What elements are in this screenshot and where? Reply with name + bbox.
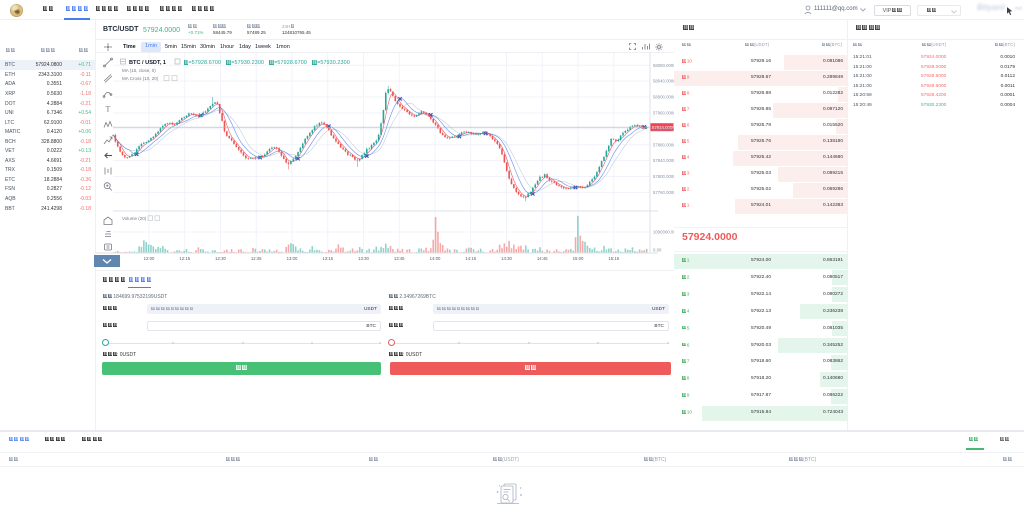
svg-text:12:15: 12:15 — [179, 256, 190, 261]
svg-text:58080.0000: 58080.0000 — [653, 63, 674, 68]
svg-text:14:45: 14:45 — [537, 256, 548, 261]
svg-text:57920.0000: 57920.0000 — [653, 126, 674, 131]
svg-text:15:15: 15:15 — [608, 256, 619, 261]
svg-text:Volume (20): Volume (20) — [122, 216, 147, 221]
svg-text:0.00: 0.00 — [653, 248, 662, 253]
svg-text:57800.0000: 57800.0000 — [653, 174, 674, 179]
svg-text:57840.0000: 57840.0000 — [653, 158, 674, 163]
svg-text:57924.0000: 57924.0000 — [652, 125, 674, 130]
svg-text:T: T — [106, 105, 111, 114]
svg-text:58040.0000: 58040.0000 — [653, 79, 674, 84]
svg-text:57760.0000: 57760.0000 — [653, 190, 674, 195]
svg-text:14:15: 14:15 — [465, 256, 476, 261]
svg-text:12:45: 12:45 — [251, 256, 262, 261]
svg-text:MA (15, close, 0): MA (15, close, 0) — [122, 68, 156, 73]
svg-text:13:15: 13:15 — [322, 256, 333, 261]
svg-text:13:30: 13:30 — [358, 256, 369, 261]
svg-text:57960.0000: 57960.0000 — [653, 111, 674, 116]
svg-text:15:00: 15:00 — [573, 256, 584, 261]
svg-text:12:30: 12:30 — [215, 256, 226, 261]
svg-text:58000.0000: 58000.0000 — [653, 95, 674, 100]
svg-text:1000000.00: 1000000.00 — [653, 230, 674, 235]
svg-text:14:00: 14:00 — [430, 256, 441, 261]
svg-text:13:00: 13:00 — [287, 256, 298, 261]
svg-text:MA Cross (10, 20): MA Cross (10, 20) — [122, 76, 159, 81]
svg-text:14:30: 14:30 — [501, 256, 512, 261]
svg-text:13:45: 13:45 — [394, 256, 405, 261]
svg-text:BTC / USDT, 1: BTC / USDT, 1 — [129, 60, 166, 66]
svg-text:57880.0000: 57880.0000 — [653, 142, 674, 147]
svg-text:12:00: 12:00 — [144, 256, 155, 261]
